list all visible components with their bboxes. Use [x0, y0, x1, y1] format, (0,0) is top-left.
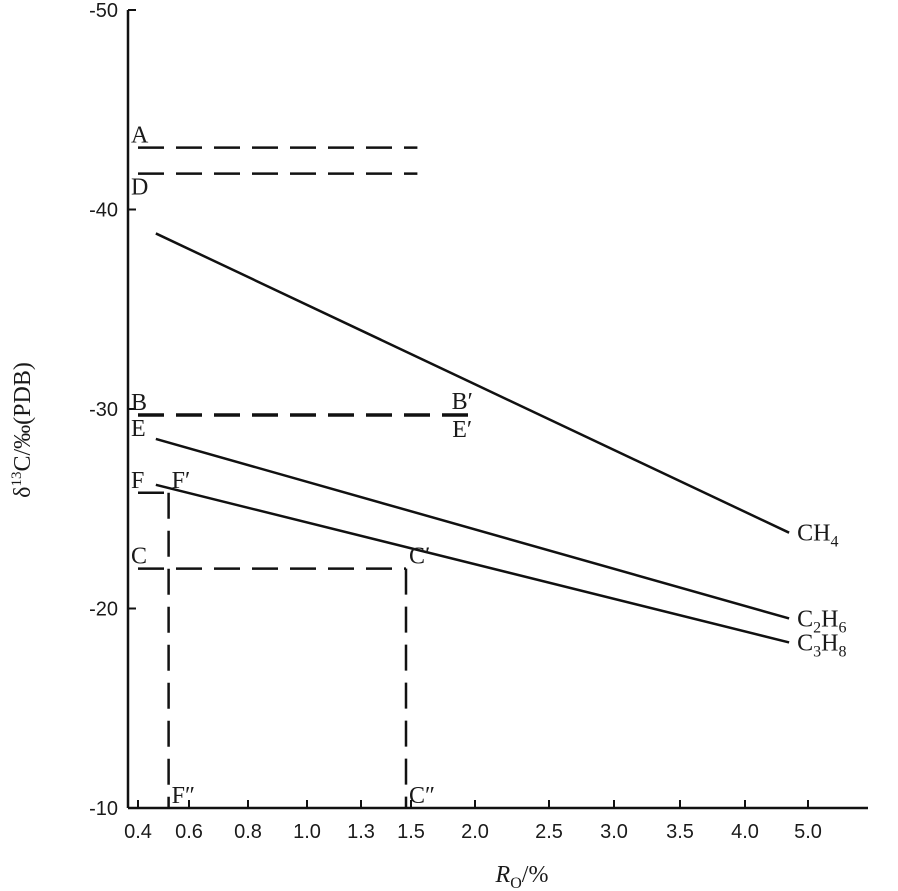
series-label-text: H: [821, 630, 838, 656]
y-axis-title: δ13C/‰(PDB): [9, 362, 36, 498]
series-label-subscript: 2: [813, 619, 821, 636]
ticks: -50 -40 -30 -20 -10 0.4 0.6 0.8 1.0 1.3 1.5 2.0 2.5 3…: [89, 0, 822, 843]
point-label: B: [131, 390, 147, 416]
x-tick-label: 1.0: [293, 821, 321, 843]
series-label-text: H: [821, 606, 838, 632]
y-tick-label: -20: [89, 599, 118, 621]
x-tick-label: 0.4: [124, 821, 152, 843]
y-tick-label: -50: [89, 0, 118, 22]
y-tick-label: -40: [89, 200, 118, 222]
series-line-c3h8: [155, 483, 790, 644]
y-tick-label: -30: [89, 399, 118, 421]
point-label: E′: [452, 417, 472, 443]
point-label: A: [131, 123, 149, 149]
series-label-text: C: [797, 630, 813, 656]
x-tick-label: 0.8: [234, 821, 262, 843]
point-labels: AD BE B′E′ F F′ C C′ F″ C″: [131, 123, 473, 809]
x-tick-label: 3.0: [600, 821, 628, 843]
x-axis-title-main: R: [495, 862, 511, 888]
series-label-text: CH: [797, 521, 830, 547]
point-label: E: [131, 416, 146, 442]
point-label: C: [131, 544, 147, 570]
x-tick-label: 2.0: [461, 821, 489, 843]
point-label: C′: [409, 544, 430, 570]
series-label-ch4: CH4: [797, 521, 838, 551]
series-label-subscript: 8: [838, 643, 846, 660]
y-axis-title-text: δ: [10, 487, 36, 498]
x-tick-label: 3.5: [666, 821, 694, 843]
series-label-text: C: [797, 606, 813, 632]
y-tick-label: -10: [89, 798, 118, 820]
y-axis-title-superscript: 13: [9, 472, 25, 487]
x-tick-label: 1.5: [397, 821, 425, 843]
point-label: F′: [172, 468, 191, 494]
x-axis-title: RO/%: [495, 862, 549, 891]
reference-lines: [138, 146, 473, 808]
x-tick-label: 1.3: [347, 821, 375, 843]
point-label: B′: [452, 389, 473, 415]
point-label: C″: [409, 783, 435, 809]
x-axis-title-unit: /%: [522, 862, 549, 888]
series-label-subscript: 4: [830, 534, 838, 551]
x-tick-label: 5.0: [794, 821, 822, 843]
series-label-c2h6: C2H6: [797, 606, 846, 636]
series-line-c2h6: [155, 437, 790, 620]
series-label-subscript: 3: [813, 643, 821, 660]
point-label: F: [131, 468, 144, 494]
series-line-ch4: [155, 232, 790, 534]
axes: [126, 10, 868, 810]
x-tick-label: 2.5: [535, 821, 563, 843]
x-tick-label: 4.0: [731, 821, 759, 843]
y-axis-title-text: C/‰(PDB): [10, 362, 36, 471]
series-label-subscript: 6: [838, 619, 846, 636]
x-tick-label: 0.6: [175, 821, 203, 843]
point-label: D: [131, 175, 148, 201]
x-axis-title-sub: O: [510, 875, 522, 891]
point-label: F″: [172, 783, 195, 809]
series-label-c3h8: C3H8: [797, 630, 846, 660]
